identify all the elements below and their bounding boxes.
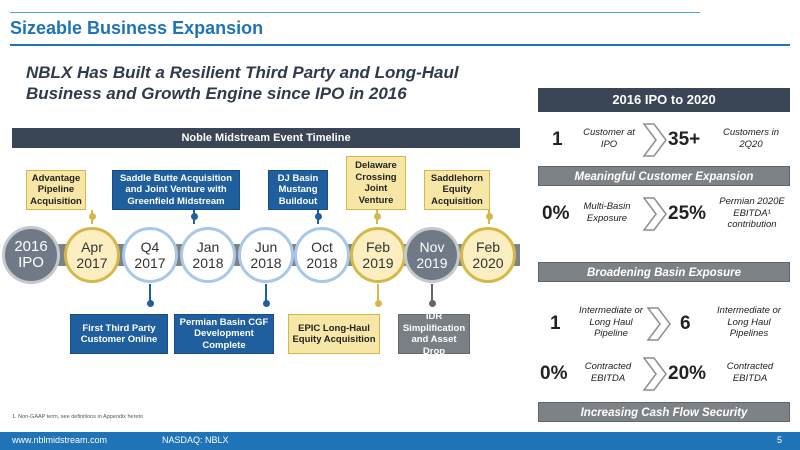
metric-left-label: Intermediate or Long Haul Pipeline <box>579 305 643 339</box>
chevron-right-icon <box>646 307 671 341</box>
milestone-line1: Oct <box>311 239 333 255</box>
milestone-feb-2020: Feb 2020 <box>460 227 516 283</box>
connector-dot-feb-2020 <box>485 213 493 220</box>
section-customer-expansion: Meaningful Customer Expansion <box>538 166 790 186</box>
event-idr: IDR Simplification and Asset Drop <box>398 311 470 357</box>
milestone-jun-2018: Jun 2018 <box>238 227 294 283</box>
connector-dot-nov-2019 <box>428 300 436 307</box>
connector-dot-jan-2018 <box>190 213 198 220</box>
metric-left-label: Multi-Basin Exposure <box>583 201 631 224</box>
chevron-right-icon <box>642 197 667 231</box>
timeline-header: Noble Midstream Event Timeline <box>12 128 520 148</box>
milestone-feb-2019: Feb 2019 <box>350 227 406 283</box>
title-rule <box>10 44 790 46</box>
connector-dot-feb-2019 <box>373 213 381 220</box>
milestone-line1: Nov <box>419 239 445 255</box>
milestone-line1: Apr <box>81 239 103 255</box>
milestone-line1: 2016 <box>14 238 48 255</box>
milestone-line2: 2018 <box>192 255 224 271</box>
metric-right-value: 35+ <box>668 129 701 150</box>
metric-left-label: Contracted EBITDA <box>584 361 632 384</box>
milestone-line2: 2019 <box>362 255 394 271</box>
milestone-q4-2017: Q4 2017 <box>122 227 178 283</box>
chevron-right-icon <box>642 357 667 391</box>
metric-right-value: 6 <box>680 313 691 334</box>
event-epic: EPIC Long-Haul Equity Acquisition <box>288 314 380 354</box>
milestone-line1: Q4 <box>140 239 160 255</box>
metric-row-customers: 1 Customer at IPO 35+ Customers in 2Q20 <box>538 120 790 160</box>
milestone-line2: 2017 <box>134 255 166 271</box>
section-basin-exposure: Broadening Basin Exposure <box>538 262 790 282</box>
metric-right-value: 20% <box>668 363 707 384</box>
metric-right-label: Permian 2020E EBITDA¹ contribution <box>719 196 785 230</box>
metric-left-value: 1 <box>552 129 563 150</box>
milestone-jan-2018: Jan 2018 <box>180 227 236 283</box>
slide-title: Sizeable Business Expansion <box>10 18 264 38</box>
milestone-line2: 2017 <box>76 255 108 271</box>
metric-row-pipelines: 1 Intermediate or Long Haul Pipeline 6 I… <box>538 304 790 344</box>
metric-right-label: Customers in 2Q20 <box>723 127 779 150</box>
top-rule <box>10 12 700 13</box>
metric-left-value: 1 <box>550 313 561 334</box>
milestone-line1: Jan <box>196 239 220 255</box>
milestone-line2: 2020 <box>472 255 504 271</box>
milestone-nov-2019: Nov 2019 <box>404 227 460 283</box>
event-dj-basin: DJ Basin Mustang Buildout <box>268 170 328 210</box>
event-permian-cgf: Permian Basin CGF Development Complete <box>174 314 274 354</box>
slide-subtitle: NBLX Has Built a Resilient Third Party a… <box>26 63 459 103</box>
connector-jun-2018 <box>265 284 267 304</box>
metric-row-basin: 0% Multi-Basin Exposure 25% Permian 2020… <box>538 194 790 234</box>
event-first-third-party: First Third Party Customer Online <box>70 314 168 354</box>
metric-right-label: Intermediate or Long Haul Pipelines <box>717 305 781 339</box>
footer-ticker: NASDAQ: NBLX <box>162 435 229 445</box>
connector-feb-2019-lower <box>377 284 379 304</box>
footer-website-link[interactable]: www.nblmidstream.com <box>12 435 108 445</box>
connector-dot-jun-2018 <box>262 300 270 307</box>
milestone-line2: 2019 <box>416 255 448 271</box>
milestone-line1: Feb <box>475 239 501 255</box>
event-saddle-butte: Saddle Butte Acquisition and Joint Ventu… <box>112 170 240 210</box>
milestone-line1: Feb <box>365 239 391 255</box>
metric-left-value: 0% <box>540 363 568 384</box>
metric-left-value: 0% <box>542 203 570 224</box>
connector-q4-2017 <box>149 284 151 304</box>
connector-dot-feb-2019-lower <box>374 300 382 307</box>
metric-row-ebitda: 0% Contracted EBITDA 20% Contracted EBIT… <box>538 354 790 394</box>
milestone-oct-2018: Oct 2018 <box>294 227 350 283</box>
milestone-line2: 2018 <box>250 255 282 271</box>
connector-dot-apr-2017 <box>88 213 96 220</box>
page-number: 5 <box>776 435 782 445</box>
panel-header: 2016 IPO to 2020 <box>538 88 790 112</box>
footer-bar: www.nblmidstream.com NASDAQ: NBLX 5 <box>0 432 800 450</box>
connector-dot-oct-2018 <box>314 213 322 220</box>
chevron-right-icon <box>642 123 667 157</box>
connector-dot-q4-2017 <box>146 300 154 307</box>
milestone-apr-2017: Apr 2017 <box>64 227 120 283</box>
metric-left-label: Customer at IPO <box>583 127 635 150</box>
metric-right-value: 25% <box>668 203 707 224</box>
event-delaware-crossing: Delaware Crossing Joint Venture <box>346 156 406 210</box>
footnote: 1. Non-GAAP term, see definitions in App… <box>12 414 144 420</box>
metric-right-label: Contracted EBITDA <box>726 361 774 384</box>
milestone-line2: IPO <box>18 254 44 271</box>
milestone-line2: 2018 <box>306 255 338 271</box>
event-saddlehorn: Saddlehorn Equity Acquisition <box>424 170 490 210</box>
connector-nov-2019 <box>431 284 433 304</box>
milestone-line1: Jun <box>254 239 278 255</box>
milestone-2016-ipo: 2016 IPO <box>2 226 60 284</box>
section-cash-flow-security: Increasing Cash Flow Security <box>538 402 790 422</box>
event-advantage-pipeline: Advantage Pipeline Acquisition <box>26 170 86 210</box>
